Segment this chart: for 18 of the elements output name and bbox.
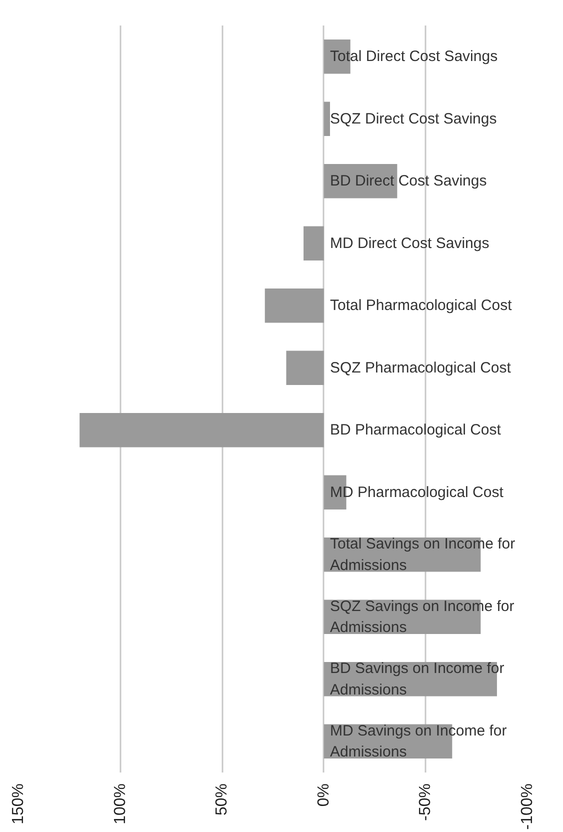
bar [304,226,324,260]
y-tick-label: BD Direct Cost Savings [330,172,487,190]
y-tick-label: SQZ Direct Cost Savings [330,110,497,128]
bar [80,413,324,448]
x-tick-label: 150% [10,784,27,824]
y-tick-label: MD Direct Cost Savings [330,234,490,252]
x-tick-label: -50% [417,783,434,821]
y-tick-label: SQZ Pharmacological Cost [330,359,512,376]
bar [324,102,330,136]
y-tick-label: MD Savings on Income for Admissions [330,722,507,760]
x-tick-label: 100% [112,784,129,824]
x-tick-label: 0% [315,784,332,807]
x-tick-label: 50% [214,783,231,816]
bar [264,288,324,323]
bar [286,350,324,385]
y-tick-label: BD Pharmacological Cost [330,422,502,439]
x-tick-label: -100% [519,784,536,830]
y-tick-label: Total Pharmacological Cost [330,297,513,314]
